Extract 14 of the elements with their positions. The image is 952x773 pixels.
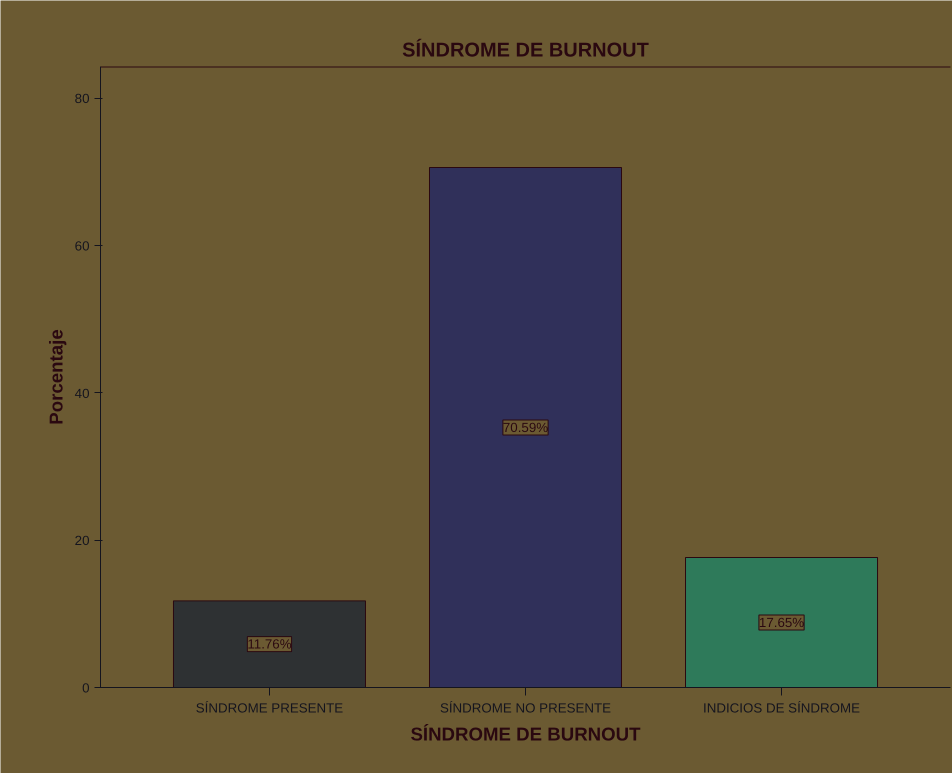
y-tick-label: 60 [74, 238, 90, 254]
bar [172, 600, 366, 688]
x-tick-label: SÍNDROME NO PRESENTE [440, 700, 612, 716]
bar [685, 556, 878, 688]
x-tick-label: INDICIOS DE SÍNDROME [703, 700, 860, 716]
y-tick-label: 40 [74, 386, 90, 401]
y-axis-title: Porcentaje [46, 329, 67, 425]
bar [428, 166, 622, 688]
y-tick-label: 80 [74, 91, 90, 106]
chart-title: SÍNDROME DE BURNOUT [402, 38, 649, 62]
x-tick-label: SÍNDROME PRESENTE [196, 700, 344, 716]
y-tick-label: 20 [74, 533, 90, 548]
x-axis-title: SÍNDROME DE BURNOUT [410, 724, 642, 744]
y-tick-label: 0 [82, 680, 90, 696]
